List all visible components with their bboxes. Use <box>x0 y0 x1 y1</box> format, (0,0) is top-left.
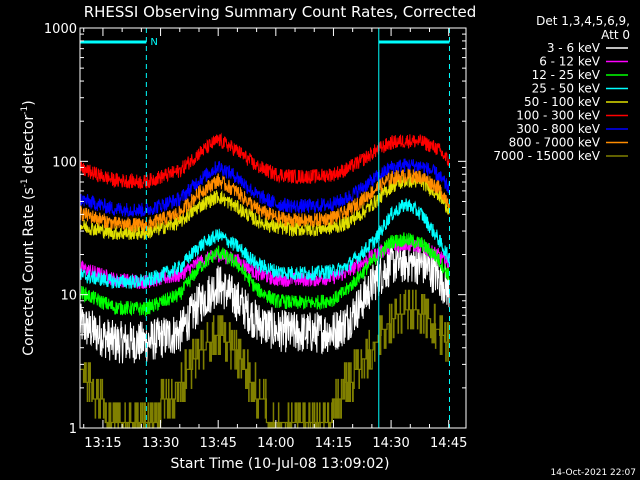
series-line-3 <box>79 198 450 290</box>
legend-label-0: 3 - 6 keV <box>547 41 601 55</box>
x-tick-label-2: 13:45 <box>199 436 236 451</box>
legend-label-2: 12 - 25 keV <box>532 68 601 82</box>
x-tick-label-3: 14:00 <box>257 436 294 451</box>
legend-label-8: 7000 - 15000 keV <box>493 149 600 163</box>
x-tick-label-1: 13:30 <box>142 436 179 451</box>
legend-label-4: 50 - 100 keV <box>524 95 601 109</box>
legend-header-line2: Att 0 <box>601 28 630 42</box>
series-layer <box>79 132 450 429</box>
y-axis-label-sup2: -1 <box>20 106 30 115</box>
plot-frame <box>79 27 467 429</box>
series-line-2 <box>79 232 450 317</box>
x-tick-label-5: 14:30 <box>372 436 409 451</box>
x-tick-label-6: 14:45 <box>430 436 467 451</box>
series-line-4 <box>79 173 450 240</box>
x-axis-label: Start Time (10-Jul-08 13:09:02) <box>170 456 389 472</box>
legend-label-7: 800 - 7000 keV <box>509 136 601 150</box>
x-tick-label-4: 14:15 <box>315 436 352 451</box>
night-label: N <box>150 37 157 48</box>
chart-title: RHESSI Observing Summary Count Rates, Co… <box>84 3 477 21</box>
legend-label-1: 6 - 12 keV <box>539 55 601 69</box>
series-line-7 <box>79 168 450 233</box>
legend-label-3: 25 - 50 keV <box>532 82 601 96</box>
y-tick-label-3: 1000 <box>44 22 77 37</box>
series-line-0 <box>79 240 450 364</box>
y-axis-label-mid: detector <box>21 115 37 179</box>
y-tick-label-1: 10 <box>60 289 77 304</box>
footer-date: 14-Oct-2021 22:07 <box>551 468 636 478</box>
series-line-8 <box>80 289 450 429</box>
axis-layer: 1 10 100 1000 13:15 13:30 13:45 14:00 14:15 14:30… <box>44 22 468 451</box>
y-axis-label-main: Corrected Count Rate (s <box>21 187 37 355</box>
x-tick-label-0: 13:15 <box>84 436 121 451</box>
y-tick-label-2: 100 <box>52 155 77 170</box>
y-axis-label-end: ) <box>21 100 37 105</box>
legend-header-line1: Det 1,3,4,5,6,9, <box>536 14 630 28</box>
series-line-5 <box>79 132 450 190</box>
legend-label-6: 300 - 800 keV <box>516 122 600 136</box>
series-line-6 <box>79 158 450 217</box>
legend-label-5: 100 - 300 keV <box>516 109 600 123</box>
y-axis-label: Corrected Count Rate (s-1 detector-1) <box>20 100 37 355</box>
y-axis-label-sup1: -1 <box>20 178 30 187</box>
y-tick-label-0: 1 <box>69 422 77 437</box>
